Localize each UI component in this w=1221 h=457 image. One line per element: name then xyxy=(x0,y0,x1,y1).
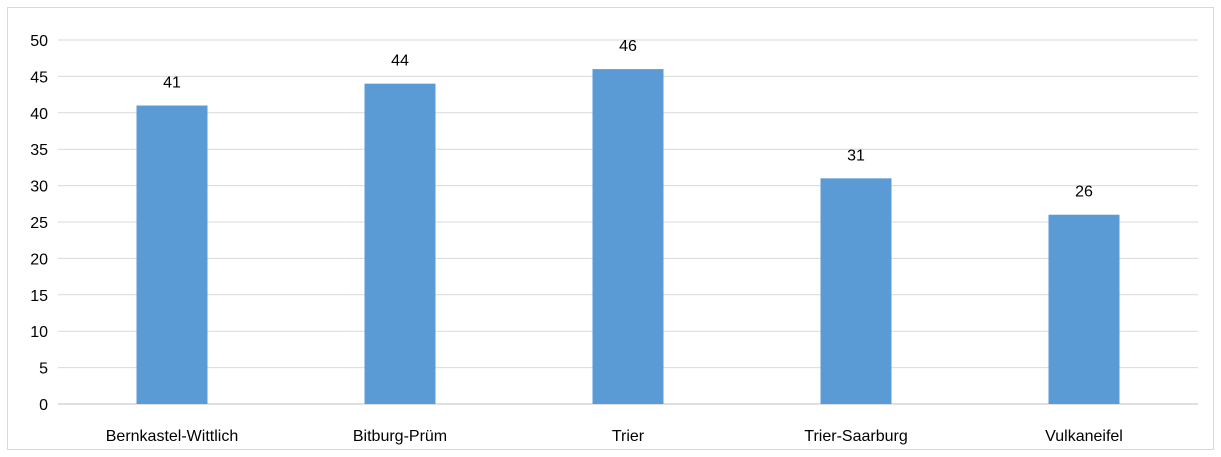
data-labels: 41 44 46 31 26 xyxy=(163,38,1093,201)
data-label: 31 xyxy=(847,147,865,164)
x-category-label: Bitburg-Prüm xyxy=(353,428,447,445)
data-label: 44 xyxy=(391,53,409,70)
bar-trier-saarburg xyxy=(820,178,892,404)
y-tick-label: 50 xyxy=(30,33,48,50)
y-tick-label: 30 xyxy=(30,179,48,196)
x-category-label: Vulkaneifel xyxy=(1045,428,1123,445)
bar-trier xyxy=(592,69,664,405)
y-tick-label: 35 xyxy=(30,142,48,159)
bar-vulkaneifel xyxy=(1048,214,1120,404)
y-axis-tick-labels: 0 5 10 15 20 25 30 35 40 45 50 xyxy=(30,33,48,414)
y-tick-label: 45 xyxy=(30,69,48,86)
x-category-label: Trier xyxy=(612,428,645,445)
data-label: 46 xyxy=(619,38,637,55)
bar-bitburg-pr-m xyxy=(364,83,436,405)
y-tick-label: 10 xyxy=(30,324,48,341)
y-tick-label: 25 xyxy=(30,215,48,232)
bars xyxy=(136,69,1120,405)
x-axis-category-labels: Bernkastel-Wittlich Bitburg-Prüm Trier Trie… xyxy=(106,428,1123,445)
bar-bernkastel-wittlich xyxy=(136,105,208,405)
data-label: 26 xyxy=(1075,184,1093,201)
y-tick-label: 15 xyxy=(30,288,48,305)
y-tick-label: 20 xyxy=(30,251,48,268)
y-tick-label: 40 xyxy=(30,106,48,123)
y-tick-label: 5 xyxy=(39,361,48,378)
x-category-label: Trier-Saarburg xyxy=(804,428,907,445)
y-tick-label: 0 xyxy=(39,397,48,414)
x-category-label: Bernkastel-Wittlich xyxy=(106,428,238,445)
data-label: 41 xyxy=(163,75,181,92)
